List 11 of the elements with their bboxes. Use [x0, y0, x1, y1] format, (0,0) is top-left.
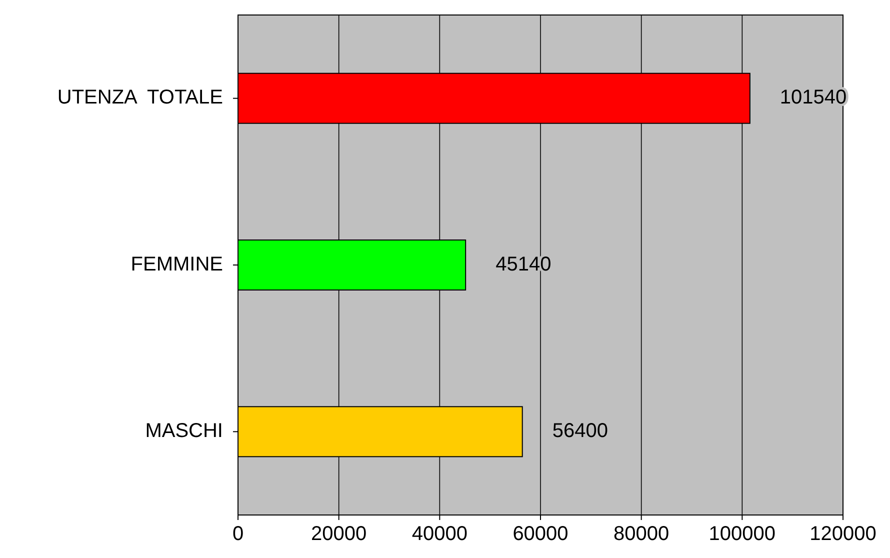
y-tick-label: UTENZA TOTALE [57, 86, 223, 109]
x-tick-label: 0 [232, 523, 244, 545]
x-tick-label: 80000 [614, 523, 670, 545]
x-tick-label: 60000 [512, 523, 568, 545]
y-tick-label: FEMMINE [130, 253, 223, 276]
y-tick-label: MASCHI [145, 420, 223, 442]
data-label: 56400 [552, 420, 608, 442]
x-tick-label: 120000 [810, 523, 876, 545]
x-tick-label: 40000 [412, 523, 468, 545]
x-tick-label: 20000 [311, 523, 367, 545]
x-tick-label: 100000 [708, 523, 776, 545]
